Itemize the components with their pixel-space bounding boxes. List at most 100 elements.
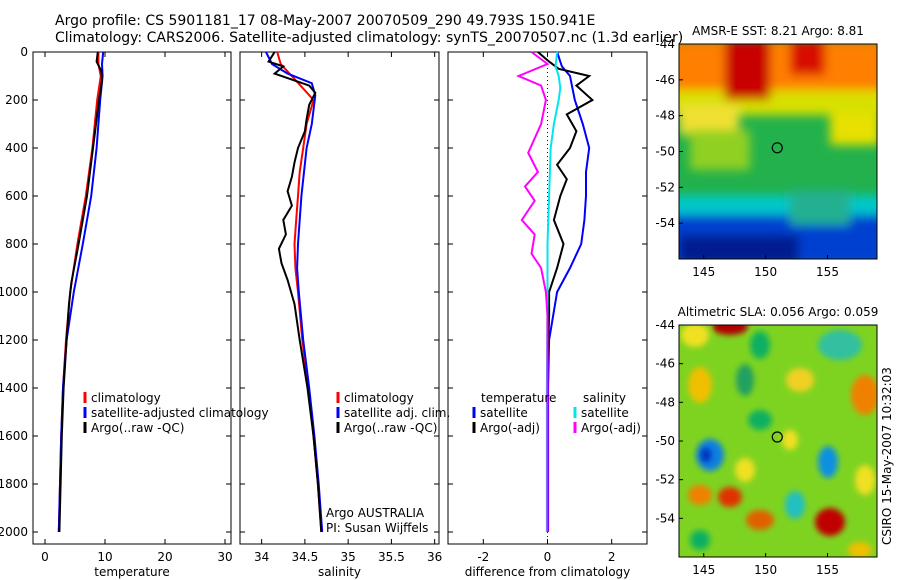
difference-series-3 bbox=[516, 51, 550, 532]
temperature-series-2 bbox=[58, 51, 104, 533]
temperature-ytick-label: 200 bbox=[5, 93, 28, 107]
sst-title: AMSR-E SST: 8.21 Argo: 8.81 bbox=[692, 24, 864, 38]
sla-blob-2 bbox=[712, 325, 748, 335]
temperature-xtick-label: 20 bbox=[157, 550, 172, 564]
sla-blob-18 bbox=[815, 508, 845, 536]
sla-xtick-label: 150 bbox=[754, 563, 777, 577]
sla-argo-marker bbox=[771, 431, 783, 443]
sla-blob-17 bbox=[746, 510, 774, 530]
sla-blob-3 bbox=[750, 331, 770, 359]
difference-legend-right-label: satellite bbox=[581, 406, 629, 420]
temperature-legend-label: satellite-adjusted climatology bbox=[91, 406, 269, 420]
difference-legend-left-label: Argo(-adj) bbox=[480, 421, 540, 435]
sla-ytick-label: -44 bbox=[655, 318, 675, 332]
sla-blob-20 bbox=[690, 530, 710, 550]
sla-xtick-label: 155 bbox=[816, 563, 839, 577]
salinity-legend-label: satellite adj. clim. bbox=[344, 406, 450, 420]
sla-xtick-label: 145 bbox=[692, 563, 715, 577]
difference-xlabel: difference from climatology bbox=[465, 565, 631, 579]
temperature-xtick-label: 30 bbox=[217, 550, 232, 564]
sla-ytick-label: -54 bbox=[655, 511, 675, 525]
salinity-xtick-label: 36 bbox=[427, 550, 442, 564]
difference-legend-title-right: salinity bbox=[583, 391, 626, 405]
sla-blob-15 bbox=[718, 487, 742, 507]
header-line-1: Argo profile: CS 5901181_17 08-May-2007 … bbox=[55, 13, 595, 29]
sla-blob-4 bbox=[818, 330, 862, 360]
temperature-legend-label: Argo(..raw -QC) bbox=[91, 421, 184, 435]
salinity-annotation-line: Argo AUSTRALIA bbox=[326, 506, 425, 520]
salinity-frame bbox=[239, 51, 440, 545]
sst-patch-navy bbox=[679, 235, 799, 259]
sst-patch-teal bbox=[790, 190, 850, 225]
temperature-xtick-label: 0 bbox=[41, 550, 49, 564]
sst-ytick-label: -44 bbox=[655, 37, 675, 51]
temperature-ytick-label: 1200 bbox=[0, 333, 28, 347]
temperature-ytick-label: 1400 bbox=[0, 381, 28, 395]
salinity-annotation-line: PI: Susan Wijffels bbox=[326, 521, 428, 535]
sla-ytick-label: -50 bbox=[655, 434, 675, 448]
sla-ytick-label: -48 bbox=[655, 395, 675, 409]
sst-ytick-label: -52 bbox=[655, 180, 675, 194]
sst-xtick-label: 150 bbox=[754, 265, 777, 279]
sst-patch-lime bbox=[690, 130, 750, 170]
sla-blob-7 bbox=[786, 368, 814, 392]
temperature-ytick-label: 800 bbox=[5, 237, 28, 251]
sst-ytick-label: -54 bbox=[655, 216, 675, 230]
salinity-xtick-label: 35.5 bbox=[378, 550, 405, 564]
salinity-xtick-label: 35 bbox=[341, 550, 356, 564]
sla-blob-5 bbox=[688, 367, 712, 403]
sla-ytick-label: -46 bbox=[655, 357, 675, 371]
sla-ytick-label: -52 bbox=[655, 473, 675, 487]
difference-legend-title-left: temperature bbox=[481, 391, 556, 405]
difference-xtick-label: 0 bbox=[544, 550, 552, 564]
temperature-legend-label: climatology bbox=[91, 391, 161, 405]
temperature-ytick-label: 400 bbox=[5, 141, 28, 155]
salinity-xlabel: salinity bbox=[318, 565, 361, 579]
sst-patch-yellow-2 bbox=[830, 115, 877, 145]
sst-argo-marker bbox=[771, 142, 783, 154]
salinity-legend-label: Argo(..raw -QC) bbox=[344, 421, 437, 435]
salinity-xtick-label: 34 bbox=[254, 550, 269, 564]
temperature-ytick-label: 1600 bbox=[0, 429, 28, 443]
sla-title: Altimetric SLA: 0.056 Argo: 0.059 bbox=[678, 305, 879, 319]
difference-legend-right-label: Argo(-adj) bbox=[581, 421, 641, 435]
salinity-legend-label: climatology bbox=[344, 391, 414, 405]
sla-blob-12 bbox=[818, 446, 838, 478]
side-label: CSIRO 15-May-2007 10:32:03 bbox=[880, 367, 894, 545]
sst-patch-red-1 bbox=[725, 44, 770, 100]
sla-blob-1 bbox=[681, 325, 709, 347]
temperature-ytick-label: 1000 bbox=[0, 285, 28, 299]
difference-series-0 bbox=[547, 51, 591, 532]
temperature-ytick-label: 2000 bbox=[0, 525, 28, 539]
sla-blob-9 bbox=[748, 410, 772, 430]
sla-heatmap bbox=[679, 325, 877, 557]
sla-blob-19 bbox=[855, 465, 875, 495]
temperature-ytick-label: 1800 bbox=[0, 477, 28, 491]
sst-heatmap bbox=[679, 44, 877, 259]
sst-ytick-label: -46 bbox=[655, 73, 675, 87]
sla-blob-21 bbox=[848, 542, 872, 557]
sla-blob-14 bbox=[688, 485, 712, 505]
salinity-series-1 bbox=[265, 51, 324, 533]
sst-xtick-label: 145 bbox=[692, 265, 715, 279]
salinity-series-2 bbox=[267, 51, 323, 533]
sla-blob-8 bbox=[851, 375, 877, 415]
difference-xtick-label: -2 bbox=[477, 550, 489, 564]
sst-xtick-label: 155 bbox=[816, 265, 839, 279]
header-line-2: Climatology: CARS2006. Satellite-adjuste… bbox=[55, 30, 683, 46]
sst-patch-red-2 bbox=[790, 44, 825, 75]
salinity-xtick-label: 34.5 bbox=[292, 550, 319, 564]
temperature-xtick-label: 10 bbox=[97, 550, 112, 564]
sla-blob-13 bbox=[735, 458, 755, 482]
sla-blob-11 bbox=[700, 447, 712, 463]
temperature-xlabel: temperature bbox=[94, 565, 169, 579]
temperature-ytick-label: 600 bbox=[5, 189, 28, 203]
difference-legend-left-label: satellite bbox=[480, 406, 528, 420]
temperature-ytick-label: 0 bbox=[20, 45, 28, 59]
sst-ytick-label: -50 bbox=[655, 145, 675, 159]
difference-xtick-label: 2 bbox=[608, 550, 616, 564]
sla-blob-16 bbox=[785, 491, 805, 519]
temperature-frame bbox=[32, 51, 232, 545]
sla-blob-22 bbox=[782, 430, 798, 450]
